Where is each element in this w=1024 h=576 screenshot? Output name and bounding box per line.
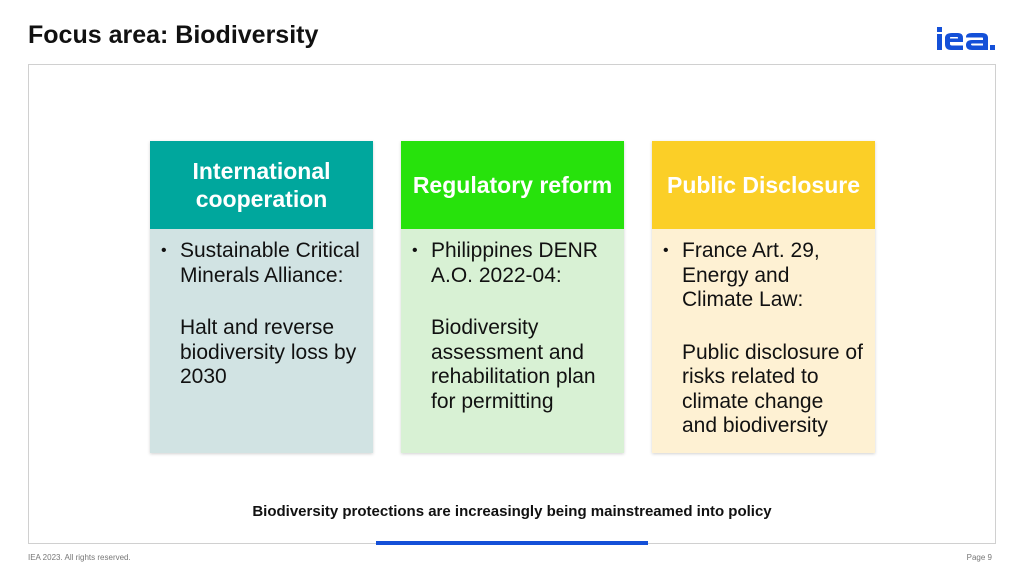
footer-copyright: IEA 2023. All rights reserved. [28,553,131,562]
card-header: International cooperation [150,141,373,229]
card-international-cooperation: International cooperation • Sustainable … [150,141,373,453]
item-detail: Public disclosure of risks related to cl… [682,340,863,438]
card-header: Regulatory reform [401,141,624,229]
slide-title: Focus area: Biodiversity [28,21,319,49]
item-title: Sustainable Critical Minerals Alliance: [180,239,360,287]
footer-page-number: Page 9 [966,553,992,562]
item-detail: Halt and reverse biodiversity loss by 20… [180,316,357,388]
bullet-icon: • [663,242,669,259]
card-body: • Philippines DENR A.O. 2022-04: Biodive… [401,229,624,453]
item-title: Philippines DENR A.O. 2022-04: [431,239,598,287]
card-regulatory-reform: Regulatory reform • Philippines DENR A.O… [401,141,624,453]
bullet-icon: • [412,242,418,259]
item-title: France Art. 29, Energy and Climate Law: [682,239,820,311]
slide-caption: Biodiversity protections are increasingl… [252,503,772,520]
card-body: • Sustainable Critical Minerals Alliance… [150,229,373,453]
bullet-icon: • [161,242,167,259]
card-body: • France Art. 29, Energy and Climate Law… [652,229,875,453]
iea-logo [937,27,995,50]
accent-bar [376,541,648,545]
item-detail: Biodiversity assessment and rehabilitati… [431,316,596,413]
card-public-disclosure: Public Disclosure • France Art. 29, Ener… [652,141,875,453]
card-header: Public Disclosure [652,141,875,229]
